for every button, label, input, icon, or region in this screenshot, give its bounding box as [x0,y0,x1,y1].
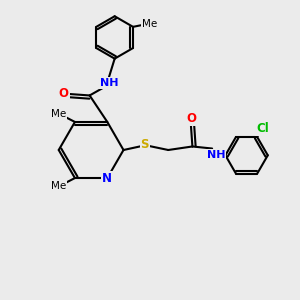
Text: NH: NH [100,78,118,88]
Text: O: O [186,112,196,125]
Text: Me: Me [51,109,66,119]
Text: N: N [102,172,112,184]
Text: Cl: Cl [256,122,269,135]
Text: S: S [140,138,149,151]
Text: O: O [59,88,69,100]
Text: Me: Me [51,181,66,191]
Text: NH: NH [207,150,225,160]
Text: Me: Me [142,19,157,29]
